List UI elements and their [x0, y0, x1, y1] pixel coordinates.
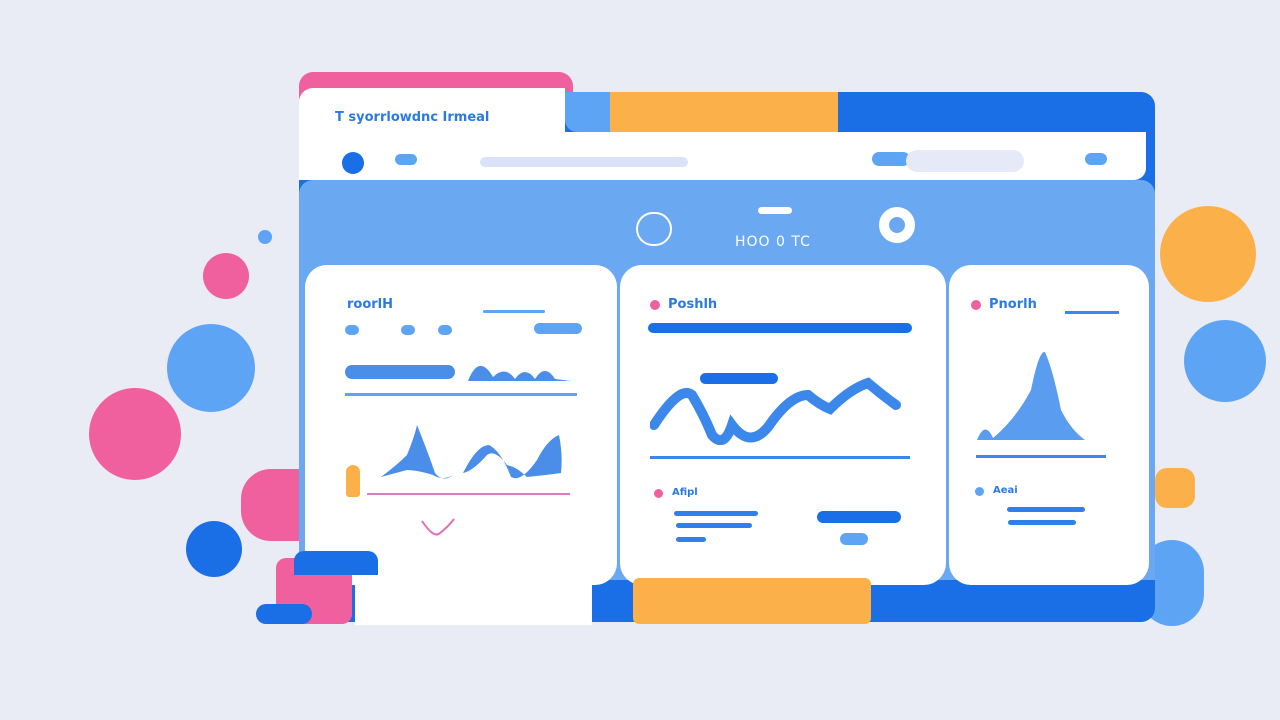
- action-button[interactable]: [817, 511, 901, 523]
- peak-chart: [977, 351, 1085, 440]
- small-button[interactable]: [840, 533, 868, 545]
- refresh-icon[interactable]: [636, 212, 672, 246]
- hero-line: [758, 207, 792, 214]
- decor-blue-circle: [167, 324, 255, 412]
- line-chart: [650, 377, 901, 445]
- divider: [1065, 311, 1119, 314]
- list-item[interactable]: [676, 523, 752, 528]
- footer-primary-button[interactable]: [633, 578, 871, 624]
- record-button[interactable]: [879, 207, 915, 243]
- legend-dot: [971, 300, 981, 310]
- footer-small-button[interactable]: [256, 604, 312, 624]
- wave-chart: [381, 425, 562, 479]
- decor-orange-tag: [1155, 468, 1195, 508]
- window-title: T syorrlowdnc Irmeal: [335, 110, 490, 125]
- divider: [483, 310, 545, 313]
- divider: [345, 393, 577, 396]
- baseline: [367, 493, 570, 495]
- footer-left: [355, 575, 592, 625]
- list-item[interactable]: [1007, 507, 1085, 512]
- action-button[interactable]: [534, 323, 582, 334]
- list-icon: [186, 521, 242, 577]
- decor-pink-circle: [203, 253, 249, 299]
- filter-button[interactable]: [872, 152, 910, 166]
- legend-label: Aeai: [993, 485, 1018, 496]
- progress-bar: [345, 365, 455, 379]
- card-title: Pnorlh: [989, 297, 1037, 312]
- tab-blue[interactable]: [565, 92, 615, 132]
- list-item[interactable]: [674, 511, 758, 516]
- list-item[interactable]: [676, 537, 706, 542]
- avatar[interactable]: [342, 152, 364, 174]
- list-item[interactable]: [1008, 520, 1076, 525]
- decor-blue-circle-right: [1184, 320, 1266, 402]
- legend-dot: [654, 489, 663, 498]
- card-position: Poshlh Afipl: [620, 265, 946, 585]
- progress-bar: [648, 323, 912, 333]
- settings-button[interactable]: [1085, 153, 1107, 165]
- trend-icon: [421, 518, 455, 536]
- chip[interactable]: [438, 325, 452, 335]
- card-title: Poshlh: [668, 297, 718, 312]
- chip[interactable]: [401, 325, 415, 335]
- decor-dot: [258, 230, 272, 244]
- legend-dot: [650, 300, 660, 310]
- tab-orange[interactable]: [610, 92, 838, 132]
- nav-button[interactable]: [395, 154, 417, 165]
- divider: [650, 456, 910, 459]
- card-growth: roorlH: [305, 265, 617, 585]
- title-bar: [299, 88, 565, 132]
- filter-input[interactable]: [906, 150, 1024, 172]
- card-month: Pnorlh Aeai: [949, 265, 1149, 585]
- search-input[interactable]: [480, 157, 688, 167]
- legend-dot: [975, 487, 984, 496]
- footer-tab[interactable]: [294, 551, 378, 575]
- bar: [346, 465, 360, 497]
- location-pin-icon: [1160, 206, 1256, 302]
- label-pill: [700, 373, 778, 384]
- card-title: roorlH: [347, 297, 394, 312]
- menu-bubble: [89, 388, 181, 480]
- legend-label: Afipl: [672, 487, 698, 498]
- hero-label: HOO 0 TC: [735, 234, 811, 250]
- divider: [976, 455, 1106, 458]
- mini-wave-chart: [468, 365, 571, 381]
- chip[interactable]: [345, 325, 359, 335]
